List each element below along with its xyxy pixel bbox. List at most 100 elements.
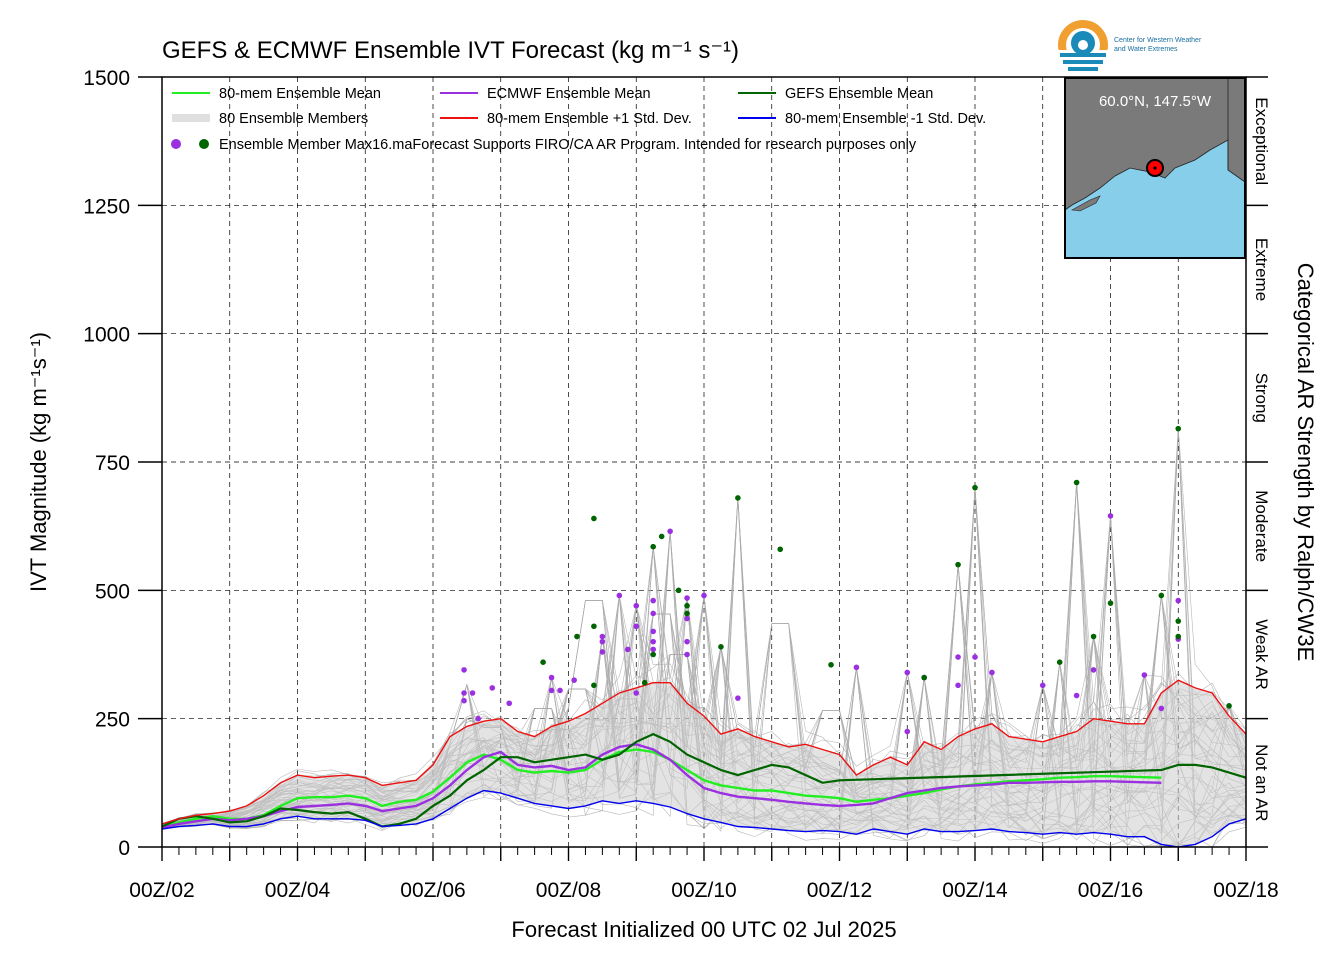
ecmwf-member-max-dot <box>1039 682 1046 689</box>
ecmwf-member-max-dot <box>650 610 656 617</box>
ecmwf-member-max-dot <box>469 690 476 696</box>
ecmwf-member-max-dot <box>461 697 467 704</box>
x-tick-label: 00Z/04 <box>265 879 331 902</box>
y-tick-label: 250 <box>95 709 130 732</box>
logo: Center for Western Weather and Water Ext… <box>1058 20 1202 72</box>
right-axis-label: Categorical AR Strength by Ralph/CW3E <box>1293 263 1318 662</box>
gefs-member-max-dot <box>921 674 927 681</box>
gefs-member-max-dot <box>1175 425 1182 432</box>
series-line-80-mem-ensemble-1-std-dev- <box>161 789 1247 848</box>
gefs-member-max-dot <box>777 546 784 553</box>
legend-dot-gefs <box>199 139 209 149</box>
chart-title: GEFS & ECMWF Ensemble IVT Forecast (kg m… <box>162 37 739 64</box>
gefs-member-max-dot <box>1175 618 1182 624</box>
x-tick-label: 00Z/18 <box>1213 879 1278 902</box>
logo-text-line2: and Water Extremes <box>1114 46 1178 53</box>
ecmwf-member-max-dot <box>548 674 555 681</box>
ecmwf-member-max-dot <box>853 664 860 671</box>
x-axis: 00Z/02 00Z/04 00Z/06 00Z/08 00Z/10 00Z/12 00Z/… <box>129 847 1279 902</box>
ecmwf-member-max-dot <box>548 687 555 694</box>
x-tick-label: 00Z/08 <box>536 879 601 902</box>
ecmwf-member-max-dot <box>616 592 623 599</box>
ecmwf-member-max-dot <box>633 690 640 696</box>
series-line-gefs-ensemble-mean <box>161 732 1247 828</box>
y-tick-label: 1000 <box>83 324 130 347</box>
ecmwf-member-max-dot <box>633 623 640 630</box>
y-tick-label: 1250 <box>83 195 130 218</box>
inset-coordinates: 60.0°N, 147.5°W <box>1099 93 1212 110</box>
category-label: Extreme <box>1252 238 1271 301</box>
gefs-member-max-dot <box>1090 633 1097 640</box>
ecmwf-member-max-dot <box>684 651 690 658</box>
ecmwf-member-max-dot <box>506 700 513 707</box>
gefs-member-max-dot <box>591 623 597 630</box>
legend-label: ECMWF Ensemble Mean <box>487 86 651 102</box>
category-label: Exceptional <box>1252 97 1271 185</box>
gefs-member-max-dot <box>658 533 665 540</box>
gefs-member-max-dot <box>641 679 648 686</box>
ecmwf-member-max-dot <box>684 638 690 645</box>
y-axis: 0 250 500 750 1000 1250 1500 <box>83 67 162 860</box>
x-tick-label: 00Z/16 <box>1078 879 1143 902</box>
ecmwf-member-max-dot <box>1158 705 1165 712</box>
ecmwf-member-max-dot <box>667 528 673 535</box>
gefs-member-max-dot <box>972 484 978 491</box>
gefs-member-max-dot <box>1073 479 1080 486</box>
legend-dot-ecmwf <box>171 139 181 149</box>
ecmwf-member-max-dot <box>1175 597 1182 604</box>
x-axis-label: Forecast Initialized 00 UTC 02 Jul 2025 <box>511 917 896 942</box>
ecmwf-member-max-dot <box>1107 513 1114 519</box>
series-line-80-mem-ensemble-1-std-dev- <box>161 679 1247 825</box>
gefs-member-max-dot <box>955 561 961 568</box>
ecmwf-member-max-dot <box>735 695 741 701</box>
gefs-member-max-dot <box>540 659 546 665</box>
ecmwf-member-max-dot <box>904 728 911 735</box>
ecmwf-member-max-dot <box>1141 672 1148 678</box>
ecmwf-member-max-dot <box>599 649 606 655</box>
location-inset: 60.0°N, 147.5°W <box>1064 77 1246 259</box>
ecmwf-member-max-dot <box>701 592 707 599</box>
y-tick-label: 500 <box>95 580 130 603</box>
legend-label: 80 Ensemble Members <box>219 111 368 127</box>
gefs-member-max-dot <box>735 495 741 501</box>
category-axis: Not an AR Weak AR Moderate Strong Extreme Exc… <box>1246 76 1271 848</box>
ecmwf-member-max-dot <box>571 677 577 683</box>
inset-land <box>1065 78 1245 210</box>
logo-text-line1: Center for Western Weather <box>1114 37 1202 44</box>
gefs-member-max-dot <box>591 515 597 522</box>
gefs-member-max-dot <box>1107 600 1114 606</box>
gefs-member-max-dot <box>1158 592 1165 599</box>
ecmwf-member-max-dot <box>650 597 656 604</box>
y-tick-label: 750 <box>95 452 130 475</box>
legend-label: 80-mem Ensemble Mean <box>219 86 381 102</box>
legend: 80-mem Ensemble Mean ECMWF Ensemble Mean G… <box>171 86 986 153</box>
gefs-member-max-dot <box>828 661 834 668</box>
gefs-member-max-dot <box>684 610 690 617</box>
legend-label: Ensemble Member Max16.maForecast Support… <box>219 137 917 153</box>
gefs-member-max-dot <box>591 682 597 689</box>
gefs-member-max-dot <box>650 543 656 550</box>
x-tick-label: 00Z/10 <box>671 879 736 902</box>
ecmwf-member-max-dot <box>557 687 563 694</box>
y-tick-label: 1500 <box>83 67 130 90</box>
category-label: Not an AR <box>1252 744 1271 822</box>
member-max-dots <box>461 425 1232 735</box>
gefs-member-max-dot <box>1056 659 1063 665</box>
x-tick-label: 00Z/12 <box>807 879 872 902</box>
x-tick-label: 00Z/02 <box>129 879 194 902</box>
ecmwf-member-max-dot <box>989 669 995 676</box>
ecmwf-member-max-dot <box>633 602 640 609</box>
ecmwf-member-max-dot <box>904 669 911 676</box>
ecmwf-member-max-dot <box>599 638 606 645</box>
gefs-member-max-dot <box>1226 703 1232 709</box>
ecmwf-member-max-dot <box>684 615 690 622</box>
y-tick-label: 0 <box>118 837 130 860</box>
ecmwf-member-max-dot <box>650 638 656 645</box>
gefs-member-max-dot <box>650 651 656 658</box>
category-label: Strong <box>1252 373 1271 423</box>
ecmwf-member-max-dot <box>1073 692 1080 699</box>
legend-label: 80-mem Ensemble +1 Std. Dev. <box>487 111 692 127</box>
gefs-member-max-dot <box>574 633 580 640</box>
ecmwf-member-max-dot <box>684 595 690 601</box>
x-tick-label: 00Z/14 <box>942 879 1008 902</box>
